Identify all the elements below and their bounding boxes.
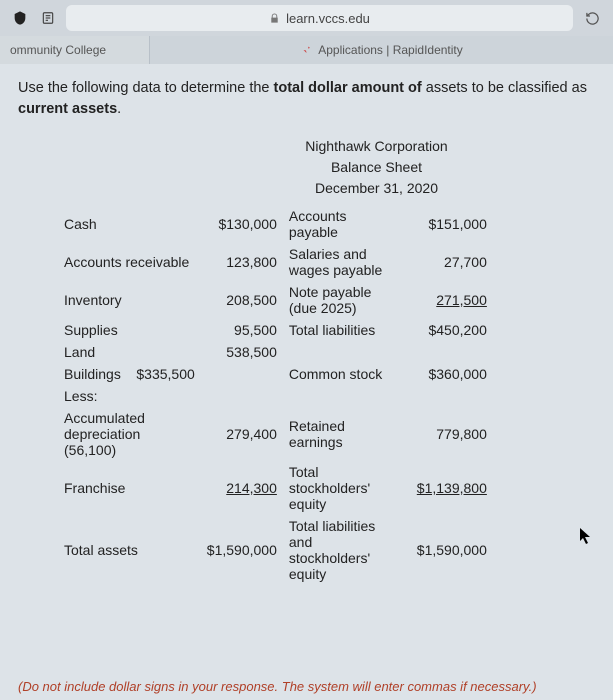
cell-label: Land: [58, 341, 201, 363]
table-row: Inventory 208,500 Note payable (due 2025…: [58, 281, 493, 319]
cell-label: Cash: [58, 205, 201, 243]
cell-label: Accounts receivable: [58, 243, 201, 281]
balance-sheet-table: Cash $130,000 Accounts payable $151,000 …: [58, 205, 493, 585]
cell-amount: 27,700: [403, 243, 493, 281]
cell-label: Accumulated depreciation (56,100): [58, 407, 201, 461]
tab-bar: ommunity College Applications | RapidIde…: [0, 36, 613, 64]
tab-community-college[interactable]: ommunity College: [0, 36, 150, 64]
url-field[interactable]: learn.vccs.edu: [66, 5, 573, 31]
cell-label: Salaries and wages payable: [283, 243, 403, 281]
table-row: Accumulated depreciation (56,100) 279,40…: [58, 407, 493, 461]
sheet-title: Balance Sheet: [158, 157, 595, 178]
table-row: Franchise 214,300 Total stockholders' eq…: [58, 461, 493, 515]
table-row: Land 538,500: [58, 341, 493, 363]
balance-sheet: Nighthawk Corporation Balance Sheet Dece…: [58, 136, 595, 585]
lock-icon: [269, 13, 280, 24]
cursor-icon: [579, 527, 593, 550]
cell-amount: $450,200: [403, 319, 493, 341]
cell-amount: 208,500: [201, 281, 283, 319]
cell-label: Less:: [58, 385, 201, 407]
company-name: Nighthawk Corporation: [158, 136, 595, 157]
pin-icon: [300, 43, 312, 58]
cell-label: Retained earnings: [283, 407, 403, 461]
cell-label: Buildings $335,500: [58, 363, 201, 385]
tab-label: ommunity College: [10, 43, 106, 57]
tab-applications[interactable]: Applications | RapidIdentity: [150, 36, 613, 64]
cell-amount: 214,300: [201, 461, 283, 515]
reload-icon[interactable]: [581, 7, 603, 29]
cell-amount: 779,800: [403, 407, 493, 461]
sheet-date: December 31, 2020: [158, 178, 595, 199]
table-row: Buildings $335,500 Common stock $360,000: [58, 363, 493, 385]
cell-label: Total assets: [58, 515, 201, 585]
cell-label: Note payable (due 2025): [283, 281, 403, 319]
url-text: learn.vccs.edu: [286, 11, 370, 26]
cell-label: Inventory: [58, 281, 201, 319]
cell-amount: $1,139,800: [403, 461, 493, 515]
cell-label: Franchise: [58, 461, 201, 515]
sheet-header: Nighthawk Corporation Balance Sheet Dece…: [158, 136, 595, 199]
page-content: Use the following data to determine the …: [0, 64, 613, 700]
cell-label: Total liabilities: [283, 319, 403, 341]
table-row: Less:: [58, 385, 493, 407]
cell-label: Total liabilities and stockholders' equi…: [283, 515, 403, 585]
cell-amount: 95,500: [201, 319, 283, 341]
cell-amount: 279,400: [201, 407, 283, 461]
table-row: Cash $130,000 Accounts payable $151,000: [58, 205, 493, 243]
table-row: Total assets $1,590,000 Total liabilitie…: [58, 515, 493, 585]
instruction-text: (Do not include dollar signs in your res…: [18, 679, 537, 694]
cell-amount: 538,500: [201, 341, 283, 363]
table-row: Accounts receivable 123,800 Salaries and…: [58, 243, 493, 281]
tab-label: Applications | RapidIdentity: [318, 43, 463, 57]
browser-address-bar: learn.vccs.edu: [0, 0, 613, 36]
cell-label: Supplies: [58, 319, 201, 341]
cell-amount: $151,000: [403, 205, 493, 243]
cell-amount: $1,590,000: [403, 515, 493, 585]
cell-amount: $1,590,000: [201, 515, 283, 585]
question-text: Use the following data to determine the …: [18, 78, 595, 120]
cell-label: Total stockholders' equity: [283, 461, 403, 515]
reader-icon[interactable]: [38, 8, 58, 28]
cell-amount: $360,000: [403, 363, 493, 385]
cell-amount: $130,000: [201, 205, 283, 243]
table-row: Supplies 95,500 Total liabilities $450,2…: [58, 319, 493, 341]
cell-label: Common stock: [283, 363, 403, 385]
cell-amount: 123,800: [201, 243, 283, 281]
cell-amount: 271,500: [403, 281, 493, 319]
cell-label: Accounts payable: [283, 205, 403, 243]
shield-icon[interactable]: [10, 8, 30, 28]
